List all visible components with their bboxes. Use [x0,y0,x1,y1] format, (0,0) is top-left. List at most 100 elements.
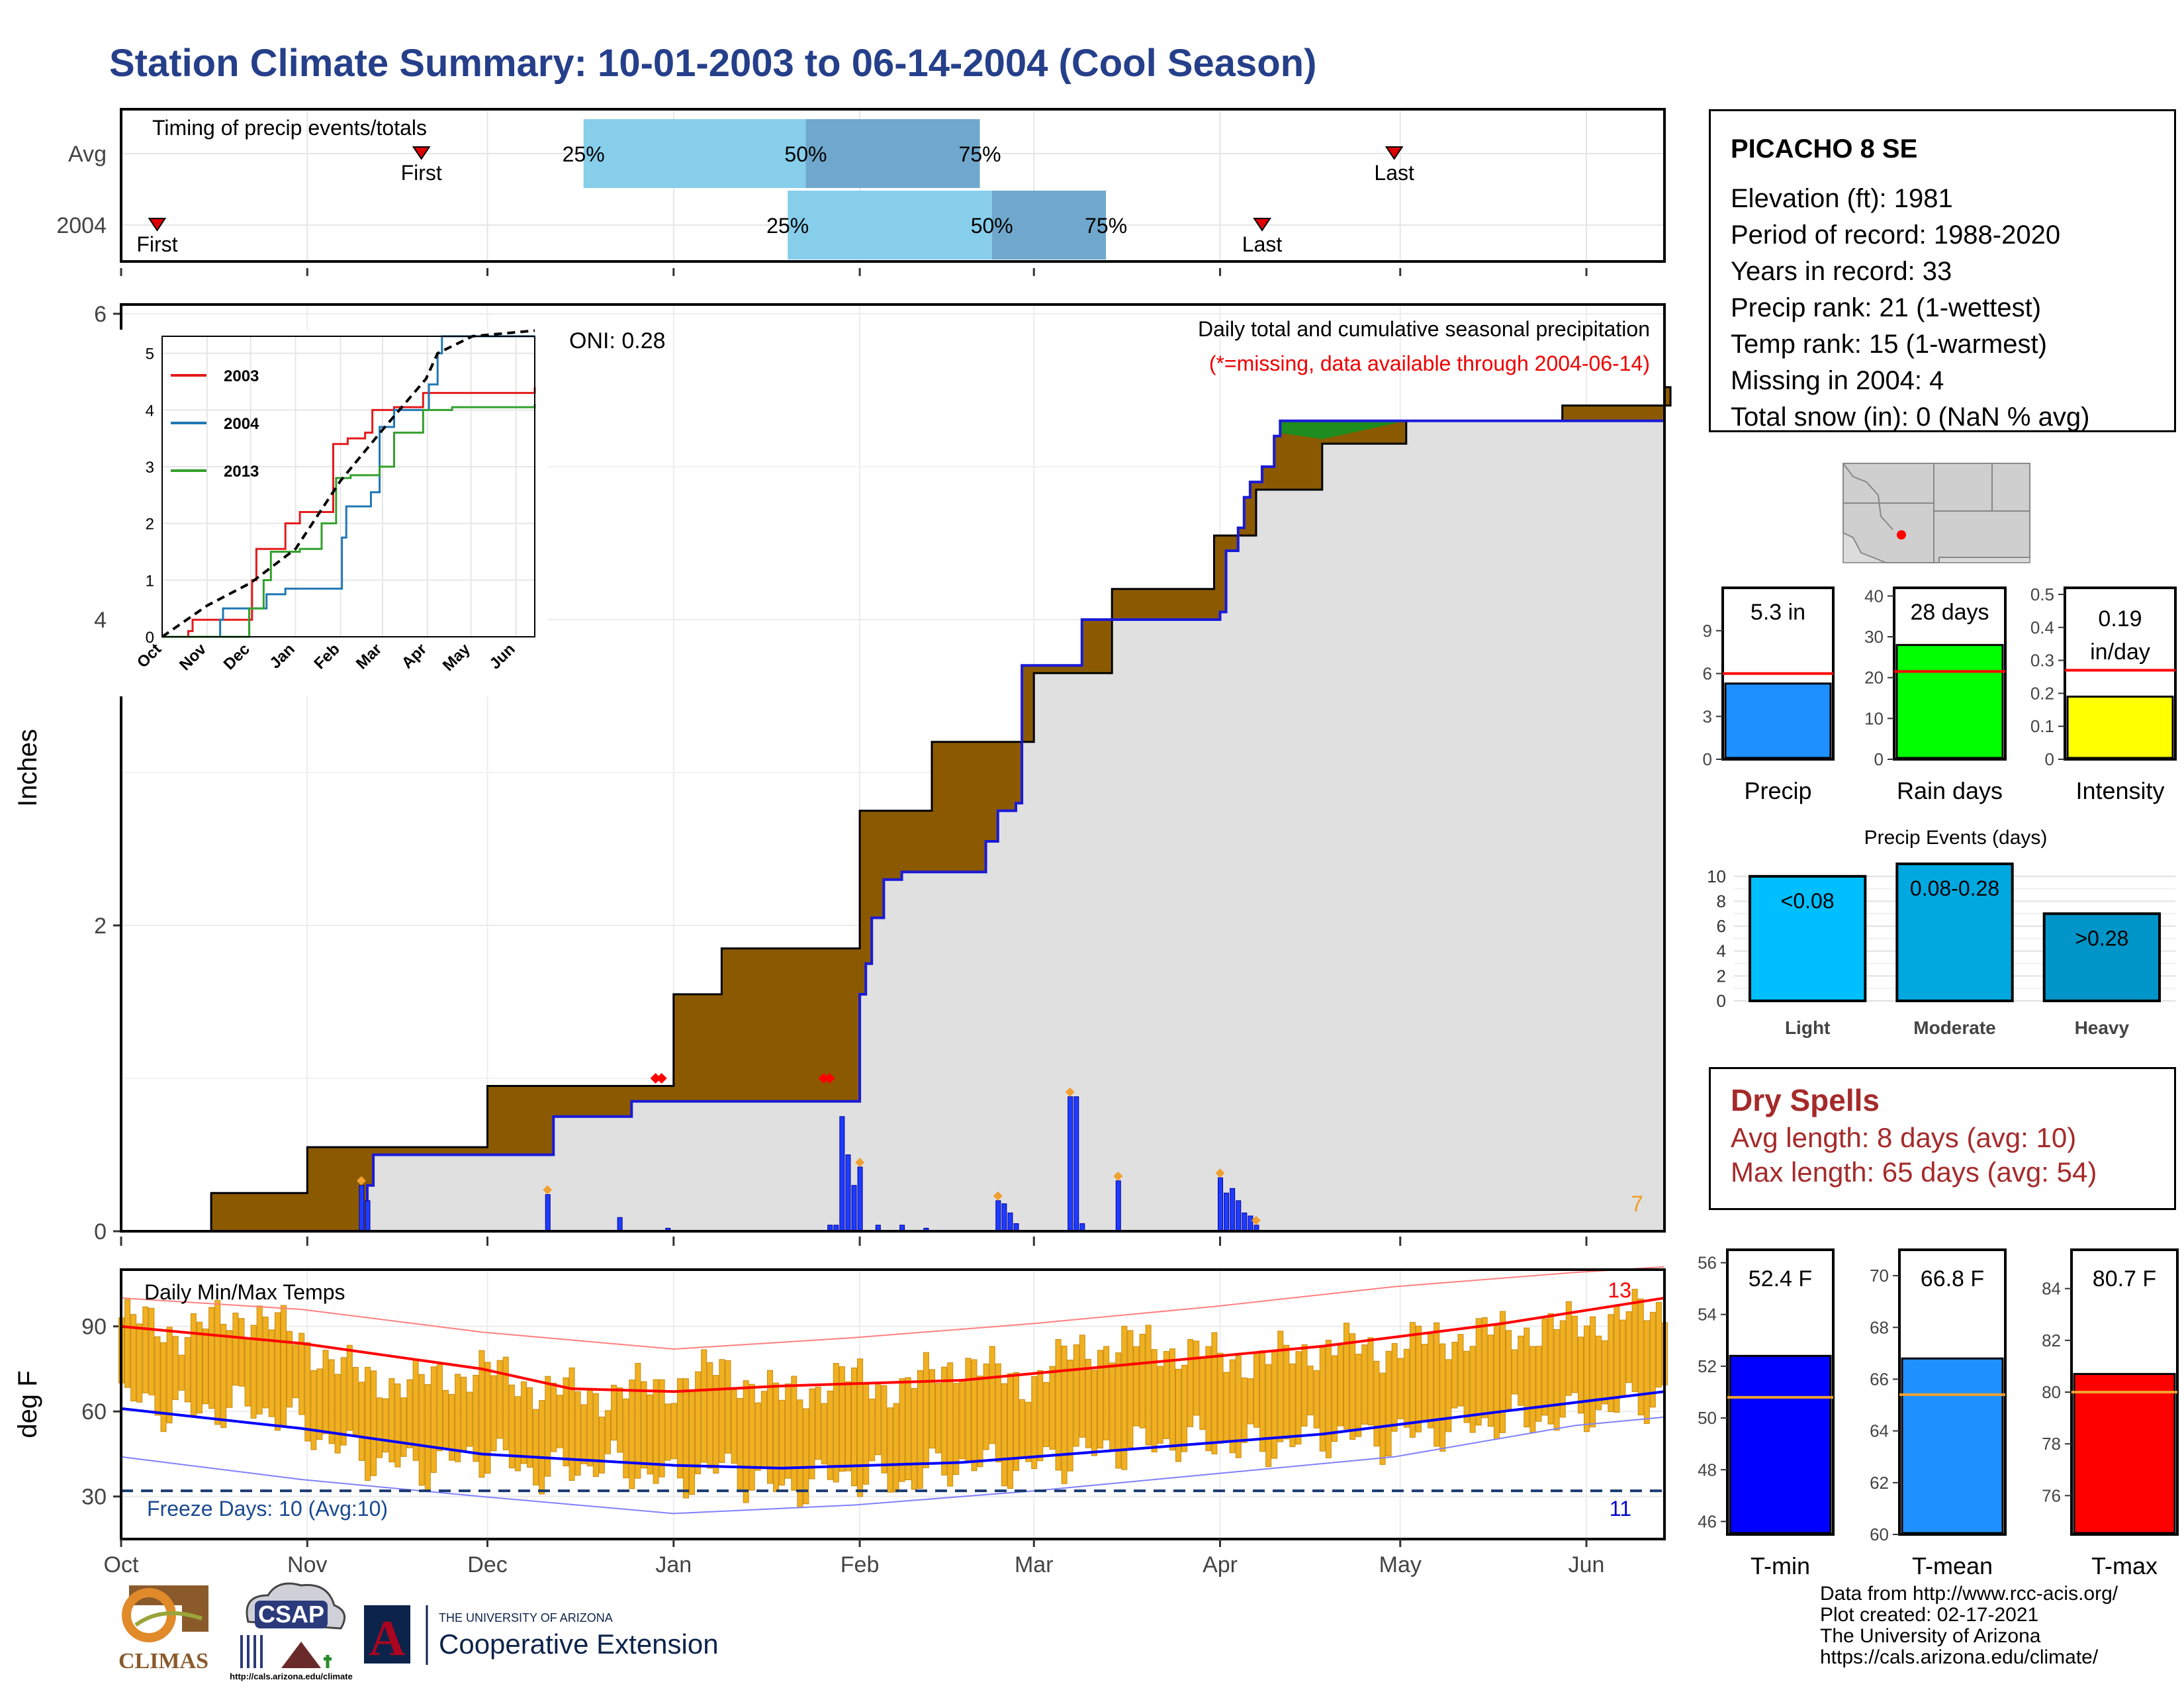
daily-temp-bar [1007,1373,1013,1489]
daily-temp-bar [893,1403,899,1493]
daily-temp-bar [226,1330,233,1408]
dry-spells-box: Dry Spells Avg length: 8 days (avg: 10) … [1709,1067,2176,1210]
daily-temp-bar [1313,1370,1320,1429]
timing-p75-label: 75% [1085,214,1127,238]
climas-logo-text: CLIMAS [118,1649,208,1673]
inset-series-line [162,404,536,638]
daily-temp-bar [1241,1378,1248,1443]
observed-cumulative-area [121,420,1664,1232]
daily-temp-bar [941,1366,948,1476]
daily-temp-bar [1307,1366,1314,1416]
cum-ytick-label: 4 [94,608,107,633]
daily-temp-bar [1643,1320,1650,1424]
temp-xtick-label: Feb [841,1552,880,1577]
missing-day-marker [824,1073,835,1084]
daily-precip-bar [845,1154,851,1232]
inset-legend-label: 2013 [224,463,259,481]
daily-temp-bar [316,1368,323,1440]
events-title: Precip Events (days) [1864,827,2048,849]
daily-temp-bar [1343,1323,1350,1430]
temp-ytick-label: 90 [81,1315,107,1340]
station-info-box: PICACHO 8 SE Elevation (ft): 1981 Period… [1709,109,2176,432]
daily-temp-bar [1524,1327,1530,1428]
daily-temp-bar [545,1376,551,1477]
daily-temp-bar [1512,1349,1518,1395]
daily-temp-bar [484,1362,491,1474]
daily-precip-bar [851,1185,857,1232]
daily-temp-bar [436,1364,443,1452]
daily-temp-bar [1361,1344,1368,1425]
mini-ytick-label: 6 [1703,664,1712,684]
timing-p50-label: 50% [971,214,1013,238]
daily-temp-bar [1422,1344,1428,1423]
inset-ytick-label: 2 [146,516,154,534]
temp-frame [120,1268,1666,1540]
cum-corner-count: 7 [1631,1192,1643,1217]
daily-temp-bar [1139,1333,1146,1429]
daily-temp-bar [1031,1376,1038,1470]
daily-temp-bar [881,1385,887,1474]
daily-temp-bar [346,1344,353,1431]
daily-temp-bar [635,1363,641,1479]
temp-xtick-label: Nov [287,1552,327,1577]
daily-temp-bar [629,1380,635,1489]
daily-temp-bar [1577,1336,1584,1414]
mini-bar [1724,682,1832,759]
daily-temp-bar [1265,1364,1272,1468]
daily-temp-bar [899,1378,905,1482]
events-ytick-label: 0 [1717,991,1726,1011]
daily-temp-bar [424,1383,431,1492]
cum-title: Daily total and cumulative seasonal prec… [1198,317,1650,341]
tsum-ytick-label: 70 [1870,1266,1889,1286]
daily-temp-bar [1553,1329,1560,1431]
tsum-ytick-label: 78 [2042,1434,2061,1454]
record-min-line [120,1416,1665,1515]
daily-temp-bar [1397,1358,1404,1419]
tsum-value-label: 80.7 F [2093,1266,2156,1291]
daily-temp-bar [1247,1378,1253,1425]
station-period: Period of record: 1988-2020 [1731,220,2061,250]
daily-temp-bar [1469,1346,1476,1433]
daily-precip-bar [1242,1212,1248,1232]
daily-temp-bar [502,1356,509,1450]
timing-bar-25-50 [788,191,992,259]
tsum-ytick-label: 82 [2042,1331,2061,1350]
daily-temp-bar [707,1362,713,1469]
daily-temp-bar [851,1367,858,1487]
daily-temp-bar [203,1329,209,1405]
temp-xtick-label: Jun [1569,1552,1605,1577]
daily-temp-bar [737,1397,743,1489]
daily-temp-bar [1518,1335,1524,1406]
daily-temp-bar [809,1388,815,1479]
daily-temp-bar [1655,1301,1662,1387]
daily-temp-bar [490,1375,497,1452]
missing-day-marker [650,1073,661,1084]
daily-temp-bar [1091,1370,1097,1456]
daily-temp-bar [1463,1350,1470,1423]
daily-temp-bar [383,1398,389,1453]
daily-temp-bar [1637,1298,1644,1416]
daily-temp-bar [1259,1350,1266,1452]
daily-temp-bar [1355,1354,1362,1437]
timing-p25-label: 25% [766,214,809,238]
missing-day-marker [818,1073,829,1084]
tsum-ytick-label: 46 [1698,1511,1717,1531]
daily-temp-bar [1175,1368,1182,1462]
station-location-marker [1897,530,1906,539]
daily-temp-bar [953,1383,960,1476]
daily-temp-bar [1415,1325,1422,1432]
events-ytick-label: 6 [1717,916,1726,936]
daily-temp-bar [527,1387,533,1468]
station-temp-rank: Temp rank: 15 (1-warmest) [1731,330,2047,359]
events-bar [2042,912,2161,1002]
daily-temp-bar [1565,1301,1572,1396]
daily-temp-bar [1085,1358,1091,1448]
daily-temp-bar [1373,1360,1380,1447]
daily-temp-bar [184,1336,191,1403]
credit-data-source: Data from http://www.rcc-acis.org/ [1820,1583,2118,1605]
daily-temp-bar [160,1342,167,1432]
daily-temp-bar [377,1397,383,1458]
daily-temp-bar [455,1374,461,1462]
daily-temp-bar [1493,1325,1500,1440]
dry-spells-avg: Avg length: 8 days (avg: 10) [1731,1122,2077,1153]
